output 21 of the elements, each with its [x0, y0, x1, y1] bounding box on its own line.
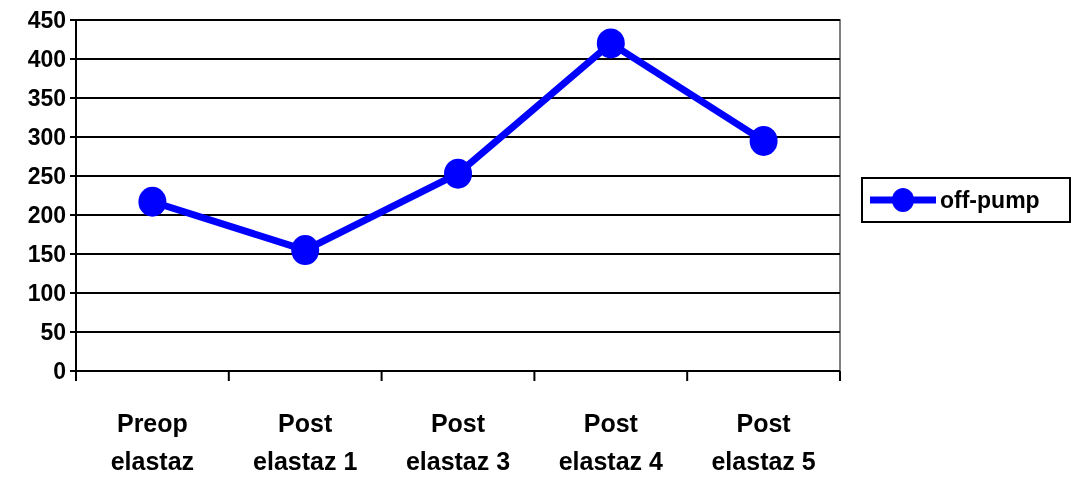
- y-tick-label: 300: [27, 124, 66, 151]
- x-tick-label: Preop elastaz: [110, 409, 195, 475]
- x-tick-label: Post elastaz 4: [558, 409, 664, 475]
- point: [138, 186, 167, 217]
- y-tick-label: 200: [27, 202, 66, 229]
- legend-label: off-pump: [940, 187, 1040, 214]
- y-tick-label: 400: [27, 46, 66, 73]
- y-tick-label: 250: [27, 163, 66, 190]
- y-tick-label: 100: [27, 280, 66, 307]
- x-tick-label: Post elastaz 1: [253, 409, 358, 475]
- x-tick-label: Post elastaz 5: [711, 409, 816, 475]
- point: [596, 28, 625, 59]
- y-tick-label: 0: [53, 358, 66, 385]
- point: [749, 125, 778, 156]
- x-tick-label: Post elastaz 3: [405, 409, 511, 475]
- y-tick-label: 50: [40, 319, 66, 346]
- point: [444, 158, 472, 189]
- point: [291, 235, 320, 266]
- y-tick-label: 450: [27, 7, 66, 34]
- y-tick-label: 150: [27, 241, 66, 268]
- y-tick-label: 350: [27, 85, 66, 112]
